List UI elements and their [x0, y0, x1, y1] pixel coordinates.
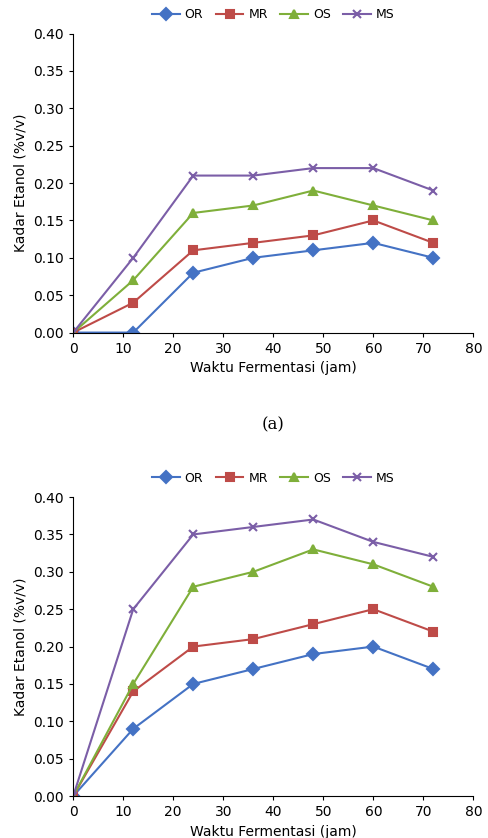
- MR: [310, 230, 316, 241]
- OR: [70, 791, 76, 801]
- Text: (a): (a): [262, 416, 285, 433]
- Line: OR: OR: [69, 239, 438, 337]
- MR: [130, 297, 136, 308]
- MS: [190, 171, 196, 181]
- MS: [310, 515, 316, 525]
- MR: [250, 238, 256, 248]
- MR: [190, 246, 196, 256]
- MR: [430, 238, 436, 248]
- OR: [190, 679, 196, 689]
- MS: [130, 604, 136, 614]
- OS: [250, 200, 256, 210]
- MS: [430, 185, 436, 195]
- MS: [130, 253, 136, 263]
- Line: MS: MS: [69, 164, 438, 337]
- MS: [430, 552, 436, 562]
- Line: MR: MR: [69, 605, 438, 800]
- MR: [310, 619, 316, 629]
- OS: [190, 582, 196, 592]
- OS: [190, 208, 196, 218]
- OS: [310, 545, 316, 555]
- OS: [430, 582, 436, 592]
- Legend: OR, MR, OS, MS: OR, MR, OS, MS: [152, 472, 394, 485]
- OR: [250, 664, 256, 674]
- MS: [250, 522, 256, 532]
- OR: [130, 328, 136, 338]
- MS: [70, 791, 76, 801]
- MR: [190, 642, 196, 652]
- MR: [70, 328, 76, 338]
- OR: [430, 253, 436, 263]
- OS: [130, 275, 136, 285]
- OR: [370, 238, 376, 248]
- MS: [370, 537, 376, 547]
- X-axis label: Waktu Fermentasi (jam): Waktu Fermentasi (jam): [190, 825, 357, 838]
- OS: [250, 566, 256, 577]
- Legend: OR, MR, OS, MS: OR, MR, OS, MS: [152, 8, 394, 21]
- OR: [190, 267, 196, 277]
- MS: [370, 163, 376, 173]
- Line: OS: OS: [69, 186, 438, 337]
- OR: [70, 328, 76, 338]
- Line: OR: OR: [69, 643, 438, 800]
- OS: [430, 215, 436, 225]
- OS: [70, 328, 76, 338]
- OS: [130, 679, 136, 689]
- MR: [370, 604, 376, 614]
- OR: [370, 642, 376, 652]
- MR: [130, 686, 136, 696]
- Line: MR: MR: [69, 216, 438, 337]
- MR: [70, 791, 76, 801]
- Y-axis label: Kadar Etanol (%v/v): Kadar Etanol (%v/v): [14, 577, 28, 716]
- Line: OS: OS: [69, 546, 438, 800]
- MR: [250, 634, 256, 644]
- X-axis label: Waktu Fermentasi (jam): Waktu Fermentasi (jam): [190, 361, 357, 375]
- OS: [310, 185, 316, 195]
- MR: [430, 627, 436, 637]
- Y-axis label: Kadar Etanol (%v/v): Kadar Etanol (%v/v): [14, 114, 28, 252]
- OR: [250, 253, 256, 263]
- OR: [310, 649, 316, 659]
- MS: [70, 328, 76, 338]
- OS: [70, 791, 76, 801]
- OR: [430, 664, 436, 674]
- MS: [310, 163, 316, 173]
- MS: [190, 530, 196, 540]
- OR: [130, 724, 136, 734]
- MR: [370, 215, 376, 225]
- Line: MS: MS: [69, 515, 438, 800]
- OS: [370, 559, 376, 569]
- OS: [370, 200, 376, 210]
- MS: [250, 171, 256, 181]
- OR: [310, 246, 316, 256]
